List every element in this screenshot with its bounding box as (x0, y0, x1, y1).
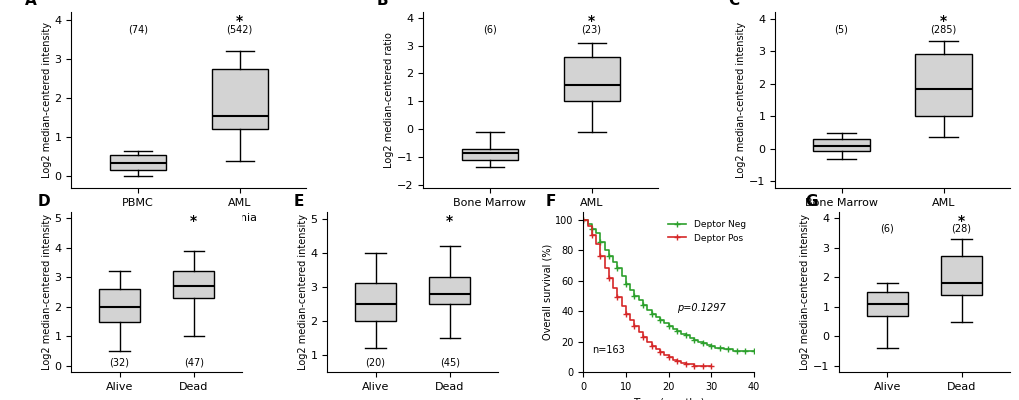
Legend: Deptor Neg, Deptor Pos: Deptor Neg, Deptor Pos (664, 216, 749, 246)
X-axis label: Time (months): Time (months) (632, 397, 704, 400)
Y-axis label: Log2 median-centered intensity: Log2 median-centered intensity (42, 214, 52, 370)
Text: A: A (24, 0, 37, 8)
Text: G: G (804, 194, 817, 209)
Text: n=163: n=163 (591, 345, 624, 355)
Text: (6): (6) (879, 223, 894, 233)
Text: *: * (445, 214, 452, 228)
Y-axis label: Overall survival (%): Overall survival (%) (542, 244, 552, 340)
Text: (32): (32) (109, 357, 129, 367)
PathPatch shape (429, 277, 470, 304)
Y-axis label: Log2 median-centered intensity: Log2 median-centered intensity (42, 22, 52, 178)
Text: p=0.1297: p=0.1297 (677, 303, 726, 313)
Text: (74): (74) (127, 24, 148, 34)
Text: *: * (191, 214, 197, 228)
PathPatch shape (866, 292, 907, 316)
PathPatch shape (813, 139, 869, 150)
Text: (542): (542) (226, 24, 253, 34)
Text: (28): (28) (951, 223, 971, 233)
Text: F: F (545, 194, 555, 209)
PathPatch shape (212, 69, 267, 129)
Text: C: C (728, 0, 739, 8)
Text: (285): (285) (929, 24, 956, 34)
PathPatch shape (173, 271, 214, 298)
PathPatch shape (564, 57, 620, 101)
PathPatch shape (99, 289, 140, 322)
Text: (47): (47) (183, 357, 204, 367)
Text: (5): (5) (834, 24, 848, 34)
Text: *: * (940, 14, 946, 28)
Text: D: D (38, 194, 50, 209)
PathPatch shape (941, 256, 981, 295)
PathPatch shape (915, 54, 971, 116)
X-axis label: Acute Myeloid Leukemia: Acute Myeloid Leukemia (120, 213, 257, 223)
Text: E: E (292, 194, 304, 209)
Text: B: B (376, 0, 387, 8)
Y-axis label: Log2 median-centered intensity: Log2 median-centered intensity (800, 214, 809, 370)
Text: *: * (957, 214, 964, 228)
PathPatch shape (110, 155, 166, 170)
Text: (20): (20) (365, 357, 385, 367)
PathPatch shape (462, 149, 518, 160)
Text: (6): (6) (482, 24, 496, 34)
Y-axis label: Log2 median-centered intensity: Log2 median-centered intensity (298, 214, 308, 370)
Text: *: * (588, 14, 594, 28)
Text: (23): (23) (581, 24, 601, 34)
Y-axis label: Log2 median-centered ratio: Log2 median-centered ratio (384, 32, 394, 168)
Y-axis label: Log2 median-centered intensity: Log2 median-centered intensity (736, 22, 746, 178)
Text: *: * (236, 14, 243, 28)
PathPatch shape (355, 284, 395, 321)
Text: (45): (45) (439, 357, 460, 367)
